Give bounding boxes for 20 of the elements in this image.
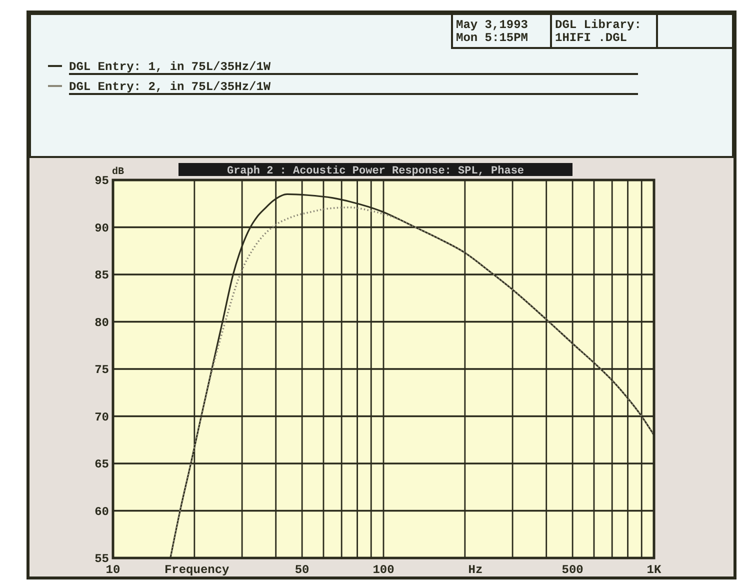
text: DGL Library: 1HIFI .DGL xyxy=(555,18,642,45)
text: Hz xyxy=(468,563,483,577)
legend-label: DGL Entry: 1, in 75L/35Hz/1W xyxy=(69,60,272,74)
x-tick-label: 500 xyxy=(562,563,584,577)
y-axis-title: dB xyxy=(112,166,124,178)
y-tick-label: 60 xyxy=(94,504,109,519)
x-tick-label: 50 xyxy=(294,563,310,577)
y-tick-label: 95 xyxy=(94,174,109,188)
x-tick-label: 100 xyxy=(372,563,394,577)
x-axis-title: Frequency xyxy=(164,563,230,577)
text: May 3,1993 Mon 5:15PM xyxy=(456,18,528,45)
legend-label: DGL Entry: 2, in 75L/35Hz/1W xyxy=(69,80,272,94)
y-tick-label: 90 xyxy=(94,221,109,236)
y-tick-label: 80 xyxy=(94,316,109,330)
y-tick-label: 70 xyxy=(94,410,109,424)
y-tick-label: 85 xyxy=(94,268,109,283)
y-tick-label: 65 xyxy=(94,458,109,472)
y-tick-label: 75 xyxy=(94,363,109,378)
chart-title: Graph 2 : Acoustic Power Response: SPL, Phase xyxy=(226,166,524,178)
x-tick-label: 1K xyxy=(646,563,662,577)
